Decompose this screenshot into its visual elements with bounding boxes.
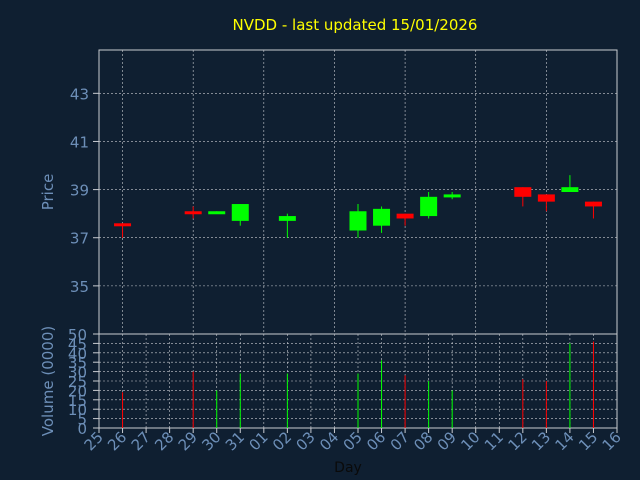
- candle-body-15: [584, 201, 602, 207]
- volume-tick-label: 45: [68, 335, 87, 353]
- x-tick-label: 31: [222, 428, 248, 454]
- price-axis-label: Price: [39, 174, 57, 211]
- price-panel: 35 37 39 41 43: [70, 49, 618, 335]
- x-tick-label: 15: [575, 428, 601, 454]
- volume-tick-label: 30: [68, 364, 87, 382]
- candle-body-02: [278, 216, 296, 221]
- x-tick-label: 14: [552, 428, 578, 454]
- x-tick-label: 12: [504, 428, 530, 454]
- x-tick-labels: 2526272829303101020304050607080910111213…: [81, 428, 625, 454]
- candle-body-14: [561, 187, 579, 192]
- chart-title: NVDD - last updated 15/01/2026: [233, 16, 478, 34]
- volume-tick-label: 40: [68, 345, 87, 363]
- candle-body-09: [443, 194, 461, 198]
- price-tick-label: 39: [70, 182, 89, 200]
- volume-tick-label: 25: [68, 373, 87, 391]
- candle-body-05: [349, 211, 367, 231]
- x-tick-label: 09: [434, 428, 460, 454]
- candle-body-26: [114, 223, 132, 227]
- volume-tick-label: 0: [77, 420, 87, 438]
- x-tick-label: 10: [457, 428, 483, 454]
- x-tick-label: 26: [104, 428, 130, 454]
- candle-body-31: [231, 204, 249, 221]
- x-tick-label: 30: [198, 428, 224, 454]
- volume-tick-label: 50: [68, 326, 87, 344]
- x-tick-label: 29: [175, 428, 201, 454]
- candle-body-13: [537, 194, 555, 202]
- price-tick-label: 41: [70, 133, 89, 151]
- candle-body-12: [514, 187, 532, 197]
- x-tick-label: 01: [245, 428, 271, 454]
- candle-body-06: [373, 208, 391, 226]
- volume-tick-label: 10: [68, 401, 87, 419]
- price-plot-frame: [98, 49, 618, 335]
- x-tick-label: 02: [269, 428, 295, 454]
- candle-body-30: [208, 211, 226, 215]
- x-tick-label: 04: [316, 428, 342, 454]
- price-tick-label: 37: [70, 230, 89, 248]
- x-tick-label: 11: [481, 428, 507, 454]
- x-tick-label: 07: [387, 428, 413, 454]
- x-tick-label: 06: [363, 428, 389, 454]
- volume-tick-label: 35: [68, 354, 87, 372]
- volume-tick-label: 15: [68, 392, 87, 410]
- x-tick-label: 27: [128, 428, 154, 454]
- x-tick-label: 03: [293, 428, 319, 454]
- volume-tick-label: 20: [68, 382, 87, 400]
- x-tick-label: 05: [340, 428, 366, 454]
- price-tick-label: 43: [70, 85, 89, 103]
- x-tick-label: 28: [151, 428, 177, 454]
- candle-body-29: [184, 211, 202, 215]
- volume-axis-label: Volume (0000): [39, 326, 57, 436]
- price-tick-label: 35: [70, 278, 89, 296]
- candle-body-08: [420, 196, 438, 217]
- x-tick-label: 16: [599, 428, 625, 454]
- x-tick-label: 13: [528, 428, 554, 454]
- x-tick-label: 08: [410, 428, 436, 454]
- candle-body-07: [396, 213, 414, 219]
- volume-tick-label: 5: [77, 411, 87, 429]
- x-axis-label: Day: [334, 460, 362, 476]
